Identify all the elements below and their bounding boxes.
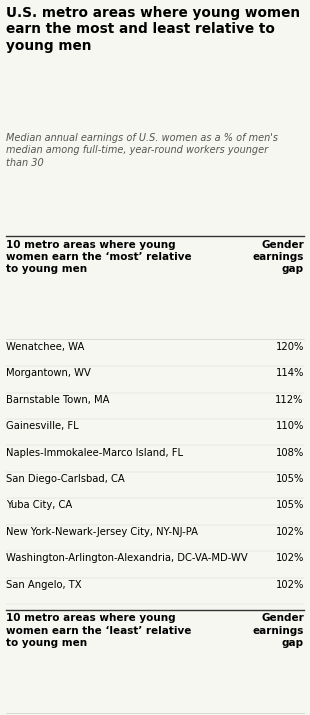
Text: San Diego-Carlsbad, CA: San Diego-Carlsbad, CA [6, 474, 125, 484]
Text: 105%: 105% [275, 500, 304, 511]
Text: 114%: 114% [275, 368, 304, 378]
Text: Morgantown, WV: Morgantown, WV [6, 368, 91, 378]
Text: 112%: 112% [275, 395, 304, 405]
Text: Naples-Immokalee-Marco Island, FL: Naples-Immokalee-Marco Island, FL [6, 448, 183, 458]
Text: 108%: 108% [276, 448, 304, 458]
Text: Gainesville, FL: Gainesville, FL [6, 421, 79, 431]
Text: 110%: 110% [275, 421, 304, 431]
Text: 105%: 105% [275, 474, 304, 484]
Text: San Angelo, TX: San Angelo, TX [6, 580, 82, 590]
Text: Wenatchee, WA: Wenatchee, WA [6, 342, 85, 352]
Text: Yuba City, CA: Yuba City, CA [6, 500, 73, 511]
Text: U.S. metro areas where young women
earn the most and least relative to
young men: U.S. metro areas where young women earn … [6, 6, 300, 53]
Text: Median annual earnings of U.S. women as a % of men's
median among full-time, yea: Median annual earnings of U.S. women as … [6, 133, 278, 168]
Text: 10 metro areas where young
women earn the ‘most’ relative
to young men: 10 metro areas where young women earn th… [6, 240, 192, 275]
Text: 102%: 102% [275, 553, 304, 563]
Text: 120%: 120% [275, 342, 304, 352]
Text: Washington-Arlington-Alexandria, DC-VA-MD-WV: Washington-Arlington-Alexandria, DC-VA-M… [6, 553, 248, 563]
Text: 10 metro areas where young
women earn the ‘least’ relative
to young men: 10 metro areas where young women earn th… [6, 613, 192, 649]
Text: New York-Newark-Jersey City, NY-NJ-PA: New York-Newark-Jersey City, NY-NJ-PA [6, 527, 198, 537]
Text: Gender
earnings
gap: Gender earnings gap [252, 240, 304, 275]
Text: 102%: 102% [275, 580, 304, 590]
Text: Gender
earnings
gap: Gender earnings gap [252, 613, 304, 649]
Text: Barnstable Town, MA: Barnstable Town, MA [6, 395, 110, 405]
Text: 102%: 102% [275, 527, 304, 537]
